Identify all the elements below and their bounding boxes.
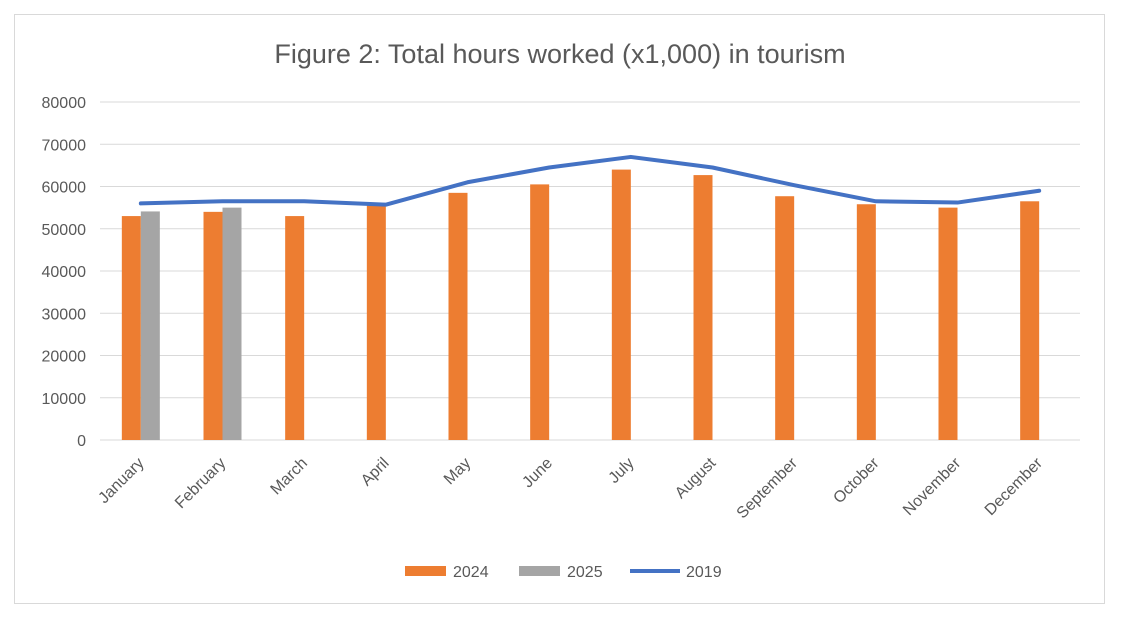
line-series <box>138 154 1042 207</box>
legend-label-2025: 2025 <box>567 564 603 581</box>
bar-2024-april <box>366 205 386 440</box>
x-tick-label: October <box>830 454 883 507</box>
y-tick-label: 30000 <box>42 306 87 323</box>
x-tick-label: March <box>268 455 311 498</box>
y-tick-label: 70000 <box>42 137 87 154</box>
x-tick-label: September <box>734 454 802 522</box>
y-tick-label: 60000 <box>42 180 87 197</box>
bar-2024-may <box>448 192 468 440</box>
bar-2024-february <box>203 211 223 440</box>
line-2019 <box>138 154 1042 207</box>
y-tick-label: 10000 <box>42 391 87 408</box>
legend-label-2024: 2024 <box>453 564 489 581</box>
gridlines <box>100 101 1080 441</box>
x-axis-ticks: January February March April May June July Augu… <box>95 454 1046 522</box>
legend-swatch-2024 <box>405 566 446 576</box>
bar-2024-august <box>693 175 713 440</box>
legend-swatch-2025 <box>519 566 560 576</box>
chart-frame: Figure 2: Total hours worked (x1,000) in… <box>14 14 1105 604</box>
chart-title: Figure 2: Total hours worked (x1,000) in… <box>274 39 845 69</box>
bar-2024-january <box>121 216 141 440</box>
y-tick-label: 50000 <box>42 222 87 239</box>
bar-2024-march <box>285 216 305 440</box>
x-tick-label: December <box>982 454 1047 519</box>
bar-2024-november <box>938 207 958 440</box>
x-tick-label: April <box>358 455 393 490</box>
y-axis-ticks: 0 10000 20000 30000 40000 50000 60000 70000 8000… <box>42 95 87 450</box>
x-tick-label: June <box>519 455 556 492</box>
x-tick-label: August <box>672 454 720 502</box>
x-tick-label: January <box>95 455 147 507</box>
bar-2024-september <box>775 196 795 440</box>
x-tick-label: February <box>172 455 229 512</box>
bar-2024-october <box>856 204 876 440</box>
y-tick-label: 40000 <box>42 264 87 281</box>
legend: 2024 2025 2019 <box>405 564 722 581</box>
y-tick-label: 20000 <box>42 349 87 366</box>
x-tick-label: July <box>606 455 638 487</box>
bar-2025-january <box>140 211 160 440</box>
y-tick-label: 0 <box>77 433 86 450</box>
bar-2024-december <box>1020 201 1040 440</box>
bars <box>121 169 1040 440</box>
chart-svg: Figure 2: Total hours worked (x1,000) in… <box>42 39 1080 581</box>
x-tick-label: May <box>441 455 474 488</box>
bar-2024-june <box>530 184 550 440</box>
x-tick-label: November <box>900 454 965 519</box>
y-tick-label: 80000 <box>42 95 87 112</box>
bar-2024-july <box>611 169 631 440</box>
bar-2025-february <box>222 207 242 440</box>
legend-label-2019: 2019 <box>686 564 722 581</box>
